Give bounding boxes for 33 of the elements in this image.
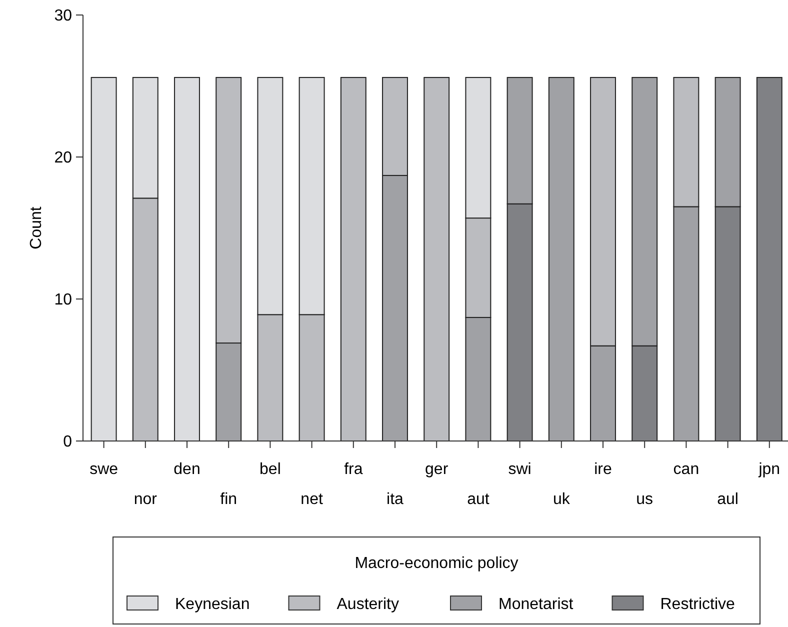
y-tick-label: 20 (54, 150, 72, 167)
bar (174, 76, 200, 442)
x-tick-label: ger (425, 461, 449, 478)
y-axis-title: Count (28, 206, 45, 250)
legend-label: Restrictive (660, 596, 736, 613)
x-tick-label: uk (552, 491, 571, 508)
y-tick-label: 0 (63, 434, 72, 451)
legend-label: Austerity (336, 596, 399, 613)
x-tick-label: ire (594, 461, 612, 478)
bar (90, 76, 117, 442)
legend-label: Monetarist (498, 596, 574, 613)
x-tick-label: can (673, 461, 700, 478)
legend-title: Macro-economic policy (354, 555, 518, 572)
x-tick-label: nor (134, 491, 158, 508)
x-tick-label: aul (717, 491, 738, 508)
x-tick-label: swe (90, 461, 118, 478)
x-tick-label: jpn (758, 461, 780, 478)
x-tick-label: fra (344, 461, 363, 478)
bar (340, 76, 366, 442)
x-tick-label: bel (260, 461, 281, 478)
legend-label: Keynesian (175, 596, 250, 613)
y-tick-label: 10 (54, 292, 72, 309)
bar (756, 76, 782, 442)
bar (548, 76, 574, 442)
x-tick-label: fin (220, 491, 238, 508)
x-tick-label: swi (508, 461, 532, 478)
x-tick-label: aut (467, 491, 490, 508)
x-tick-label: net (300, 491, 324, 508)
x-tick-label: den (174, 461, 200, 478)
bar (424, 76, 450, 442)
y-tick-label: 30 (54, 8, 72, 25)
x-tick-label: us (636, 491, 654, 508)
x-tick-label: ita (386, 491, 404, 508)
